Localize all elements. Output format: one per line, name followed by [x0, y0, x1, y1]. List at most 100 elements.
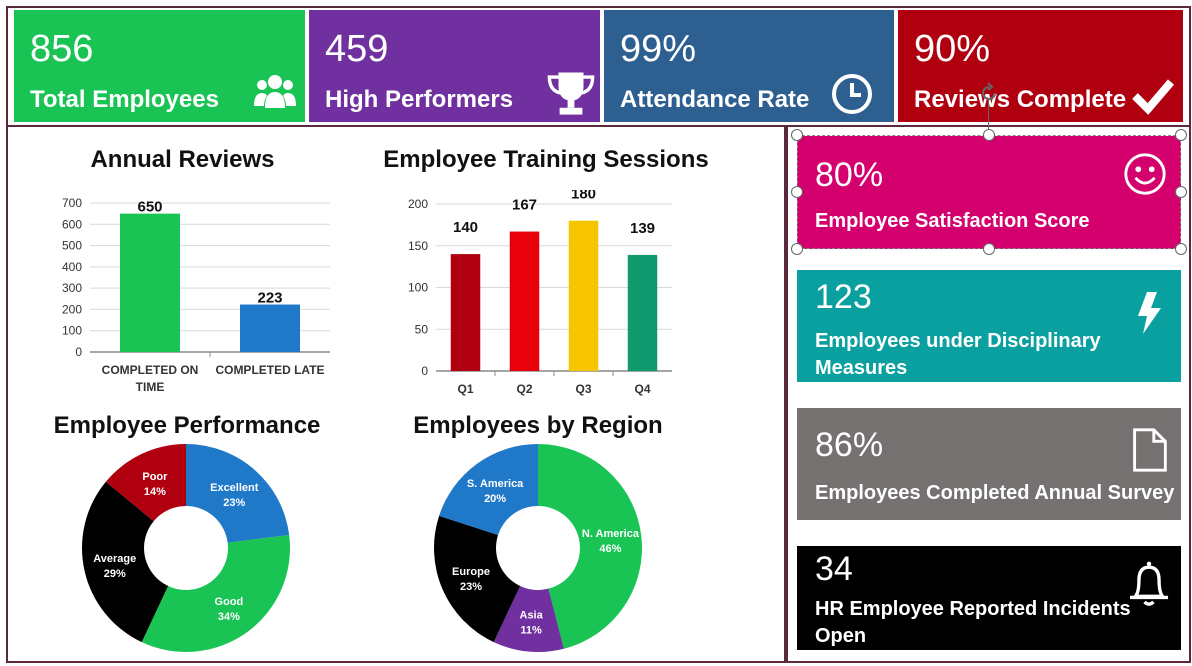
kpi-total-employees[interactable]: 856 Total Employees	[14, 10, 305, 122]
y-tick-label: 300	[62, 281, 82, 295]
card-label: Employees Completed Annual Survey	[815, 482, 1175, 504]
slice-name-label: S. America	[467, 478, 524, 490]
bar-value-label: 650	[137, 199, 162, 216]
y-tick-label: 0	[421, 364, 428, 378]
donut-slice[interactable]	[434, 515, 521, 643]
resize-handle[interactable]	[1175, 186, 1187, 198]
bar-value-label: 223	[257, 290, 282, 307]
slice-pct-label: 23%	[223, 497, 245, 509]
chart-title-employee-performance: Employee Performance	[53, 412, 321, 439]
charts-panel-frame	[6, 125, 786, 663]
slice-pct-label: 20%	[484, 493, 506, 505]
card-reported-incidents[interactable]: 34 HR Employee Reported Incidents Open	[797, 546, 1181, 650]
slice-name-label: Excellent	[210, 482, 259, 494]
kpi-value: 856	[30, 28, 94, 70]
training-sessions-bar-chart: 200 150 100 50 0 140 Q1 167 Q2 180 Q3 139 Q4	[408, 190, 672, 396]
resize-handle[interactable]	[791, 129, 803, 141]
donut-slice[interactable]	[538, 444, 643, 649]
slice-name-label: Europe	[452, 566, 490, 578]
donut-slice[interactable]	[105, 444, 186, 522]
y-tick-label: 200	[408, 197, 428, 211]
donut-slice[interactable]	[82, 481, 169, 643]
slice-pct-label: 46%	[599, 543, 621, 555]
donut-slice[interactable]	[439, 444, 538, 536]
kpi-label: Total Employees	[30, 86, 219, 113]
slice-name-label: Good	[215, 596, 244, 608]
card-label: Employees under Disciplinary Measures	[815, 330, 1101, 379]
resize-handle[interactable]	[1175, 243, 1187, 255]
card-value: 123	[815, 278, 872, 316]
slice-name-label: Poor	[142, 471, 168, 483]
bar-value-label: 139	[630, 220, 655, 237]
employee-performance-donut-chart: Excellent 23% Good 34% Average 29% Poor 14%	[82, 444, 290, 652]
card-annual-survey[interactable]: 86% Employees Completed Annual Survey	[797, 408, 1181, 520]
x-tick-label: Q3	[575, 382, 591, 396]
smiley-icon	[1124, 153, 1166, 195]
donut-slice[interactable]	[141, 534, 290, 652]
kpi-label: High Performers	[325, 86, 514, 113]
y-tick-label: 500	[62, 239, 82, 253]
x-tick-label: Q2	[516, 382, 532, 396]
bar[interactable]	[568, 220, 599, 371]
card-employee-satisfaction[interactable]: 80% Employee Satisfaction Score	[797, 136, 1181, 249]
donut-slice[interactable]	[493, 586, 564, 652]
slice-pct-label: 11%	[520, 625, 542, 637]
x-tick-label: TIME	[136, 380, 165, 394]
lightning-icon	[1138, 292, 1161, 334]
selection-outline	[797, 135, 1181, 249]
x-tick-label: Q1	[457, 382, 473, 396]
resize-handle[interactable]	[791, 243, 803, 255]
y-tick-label: 100	[408, 281, 428, 295]
bar[interactable]	[240, 304, 300, 352]
x-tick-label: Q4	[634, 382, 650, 396]
card-label: HR Employee Reported Incidents Open	[815, 598, 1131, 647]
bar-value-label: 140	[453, 219, 478, 236]
slice-name-label: Average	[93, 553, 136, 565]
card-label: Employee Satisfaction Score	[815, 210, 1090, 232]
y-tick-label: 400	[62, 260, 82, 274]
rotate-handle-line	[988, 100, 989, 130]
bar-value-label: 167	[512, 197, 537, 214]
kpi-value: 459	[325, 28, 389, 70]
bar[interactable]	[120, 213, 180, 352]
bar[interactable]	[450, 254, 481, 371]
slice-name-label: N. America	[582, 528, 640, 540]
bar-value-label: 180	[571, 190, 596, 203]
resize-handle[interactable]	[983, 129, 995, 141]
kpi-value: 90%	[914, 28, 991, 70]
card-value: 86%	[815, 426, 884, 464]
kpi-reviews-complete[interactable]: 90% Reviews Complete	[898, 10, 1183, 122]
chart-title-employees-by-region: Employees by Region	[413, 412, 663, 439]
slice-pct-label: 29%	[104, 568, 126, 580]
bell-icon	[1129, 561, 1169, 606]
checkmark-icon	[1132, 79, 1175, 115]
card-value: 34	[815, 550, 853, 588]
card-value: 80%	[815, 156, 884, 194]
bar[interactable]	[509, 231, 540, 371]
annual-reviews-bar-chart: 700 600 500 400 300 200 100 0 650 COMPLETED ON TIM…	[62, 196, 330, 394]
clock-icon	[832, 74, 872, 114]
document-icon	[1133, 428, 1167, 472]
users-icon	[254, 75, 296, 108]
kpi-attendance-rate[interactable]: 99% Attendance Rate	[604, 10, 894, 122]
kpi-value: 99%	[620, 28, 697, 70]
bar[interactable]	[627, 254, 658, 371]
y-tick-label: 200	[62, 302, 82, 316]
slice-pct-label: 34%	[218, 611, 240, 623]
donut-slice[interactable]	[186, 444, 290, 543]
card-disciplinary-measures[interactable]: 123 Employees under Disciplinary Measure…	[797, 270, 1181, 382]
x-tick-label: COMPLETED LATE	[215, 363, 324, 377]
kpi-label: Attendance Rate	[620, 86, 810, 113]
y-tick-label: 600	[62, 217, 82, 231]
trophy-icon	[547, 72, 595, 115]
resize-handle[interactable]	[1175, 129, 1187, 141]
rotate-handle-icon[interactable]	[978, 82, 1000, 104]
y-tick-label: 0	[75, 345, 82, 359]
kpi-high-performers[interactable]: 459 High Performers	[309, 10, 600, 122]
y-tick-label: 50	[415, 322, 429, 336]
chart-title-training-sessions: Employee Training Sessions	[383, 146, 709, 173]
slice-pct-label: 14%	[144, 486, 166, 498]
resize-handle[interactable]	[983, 243, 995, 255]
resize-handle[interactable]	[791, 186, 803, 198]
slice-name-label: Asia	[520, 610, 544, 622]
